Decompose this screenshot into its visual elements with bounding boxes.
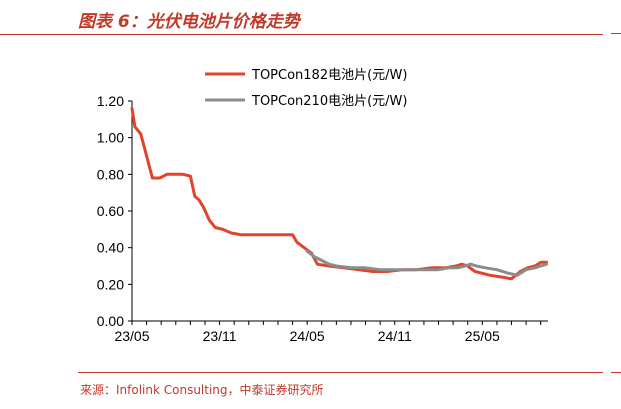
y-tick-label: 1.00 xyxy=(97,130,124,146)
plot-area xyxy=(130,106,548,281)
axes: 0.00 0.20 0.40 0.60 0.80 1.00 1.20 23/05 23/11 24… xyxy=(97,93,548,344)
x-tick-label: 23/11 xyxy=(203,328,237,344)
series-line-topcon182 xyxy=(130,106,548,281)
legend-label-topcon210: TOPCon210电池片(元/W) xyxy=(251,94,407,109)
y-tick-label: 0.40 xyxy=(97,240,124,256)
x-tick-label: 24/05 xyxy=(290,328,325,344)
chart-title: 图表 6：光伏电池片价格走势 xyxy=(78,12,300,32)
footer-divider-right xyxy=(611,372,621,373)
source-note: 来源：Infolink Consulting，中泰证券研究所 xyxy=(80,383,324,397)
x-tick-label: 25/05 xyxy=(465,328,500,344)
series-line-topcon210 xyxy=(305,249,548,277)
y-tick-label: 0.60 xyxy=(97,203,124,219)
y-tick-label: 0.00 xyxy=(97,313,124,329)
footer-divider xyxy=(78,372,603,373)
legend-label-topcon182: TOPCon182电池片(元/W) xyxy=(251,68,407,83)
x-tick-label: 24/11 xyxy=(378,328,412,344)
y-tick-label: 1.20 xyxy=(97,93,124,109)
right-divider xyxy=(611,33,621,34)
y-tick-label: 0.80 xyxy=(97,166,124,182)
price-line-chart: 0.00 0.20 0.40 0.60 0.80 1.00 1.20 23/05 23/11 24… xyxy=(97,68,548,344)
y-tick-label: 0.20 xyxy=(97,276,124,292)
title-bar: 图表 6：光伏电池片价格走势 xyxy=(0,0,603,35)
legend: TOPCon182电池片(元/W) TOPCon210电池片(元/W) xyxy=(205,68,407,109)
x-tick-label: 23/05 xyxy=(114,328,149,344)
